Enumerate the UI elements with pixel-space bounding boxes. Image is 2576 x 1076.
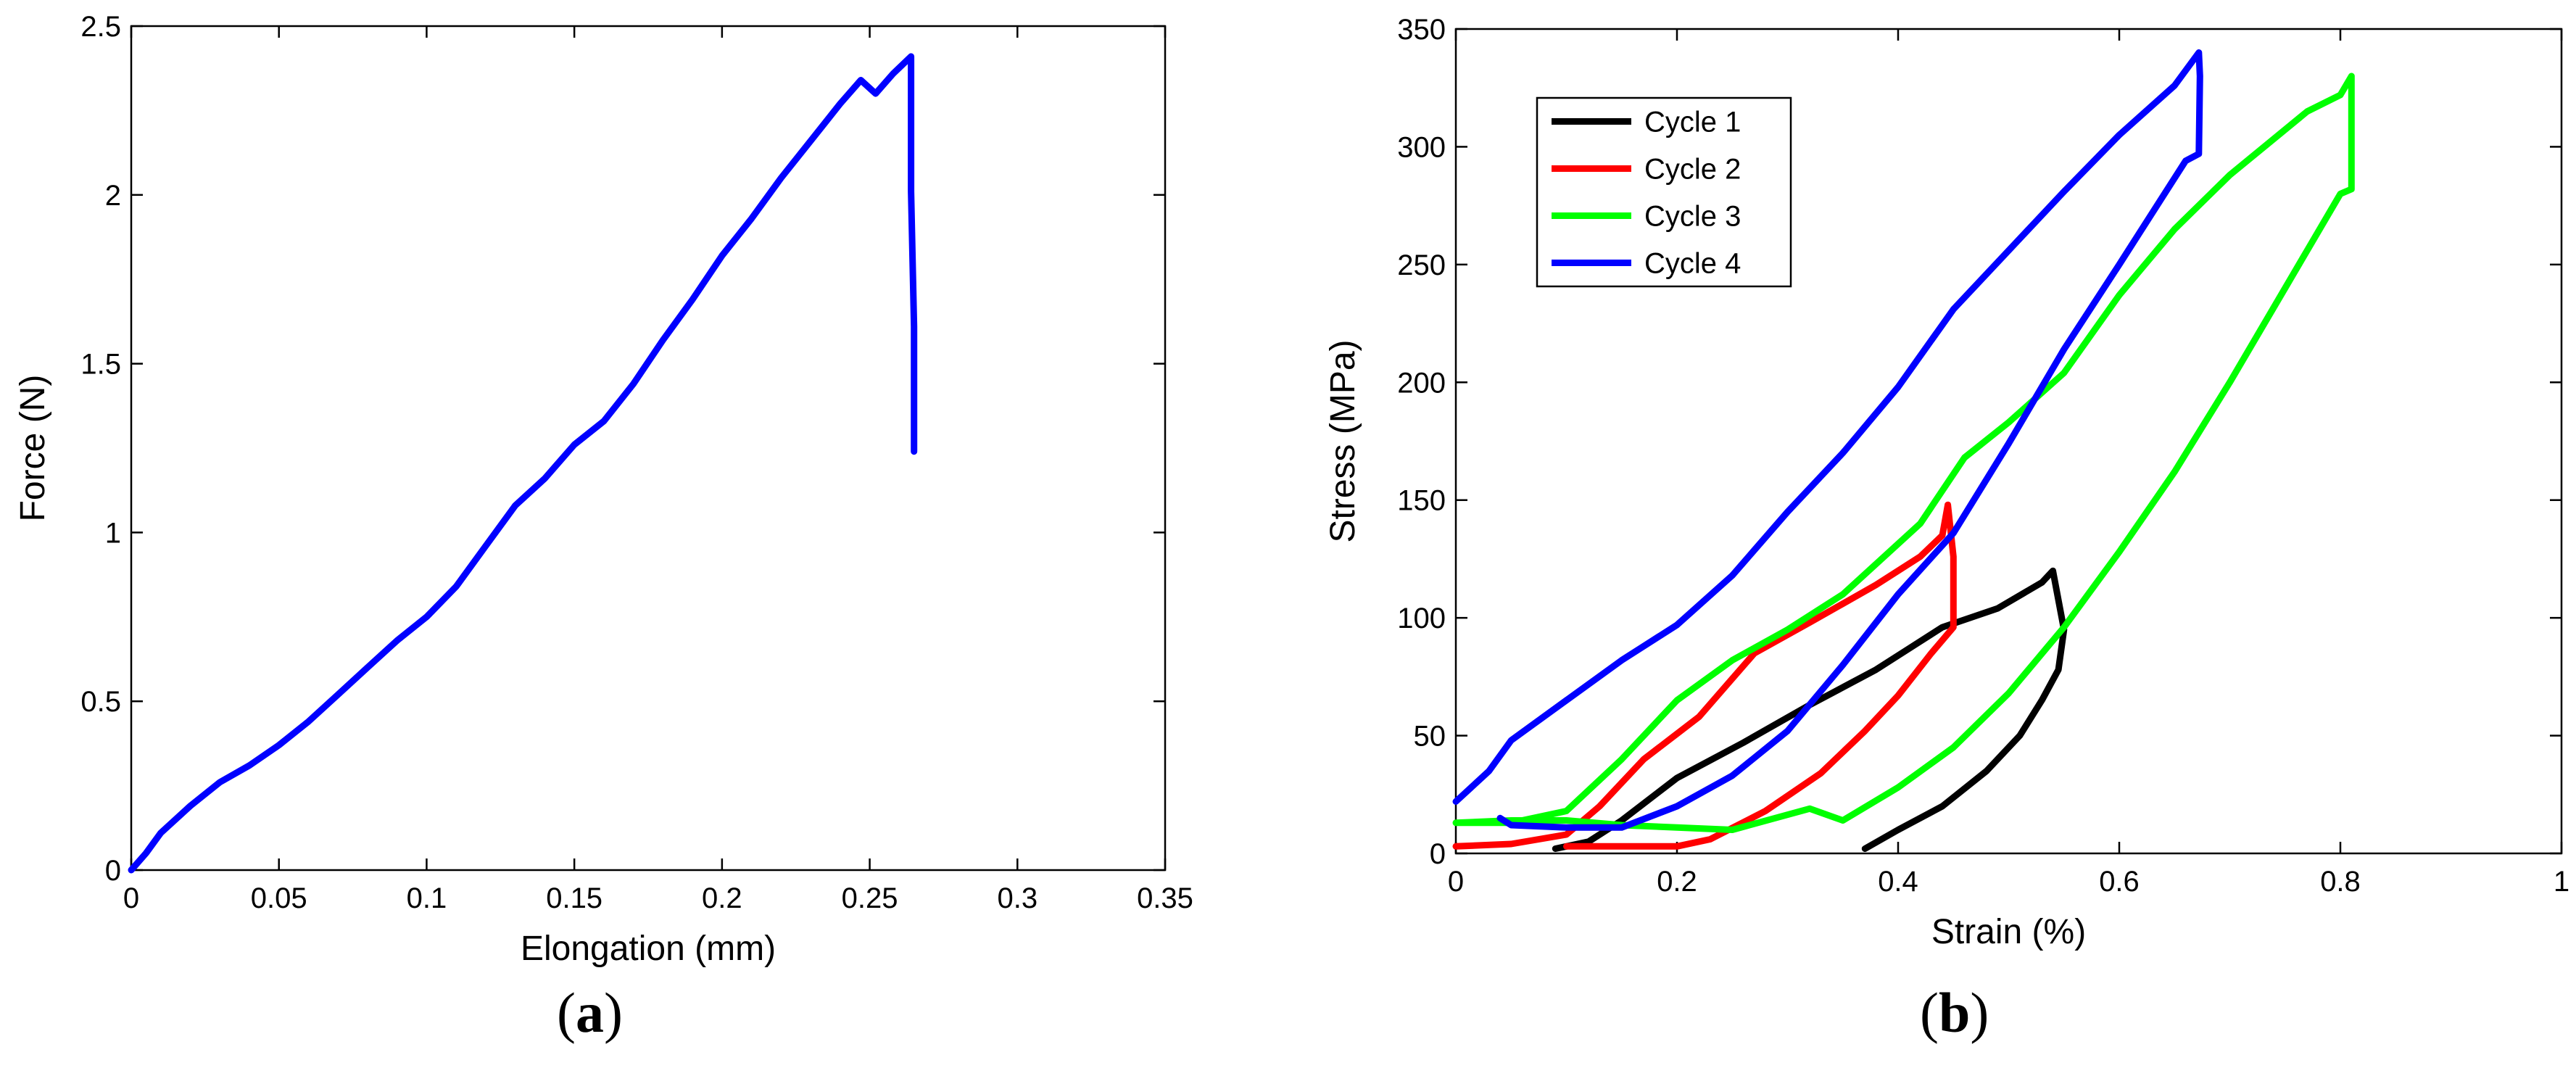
x-tick-label-a: 0.2 — [702, 882, 742, 914]
x-tick-label-b: 0.6 — [2099, 866, 2140, 898]
chart-a: 0 0.05 0.1 0.15 0.2 0.25 0.3 0.35 0 0.5 1 1.5 2 2.5 El… — [14, 11, 1193, 968]
panel-label-b: (b) — [1920, 981, 1989, 1044]
y-tick-label-b: 250 — [1397, 249, 1446, 281]
series-line-cycle-1 — [1552, 567, 2068, 852]
legend-label: Cycle 4 — [1644, 248, 1741, 280]
series-line-force — [128, 53, 918, 874]
x-tick-label-a: 0.1 — [407, 882, 447, 914]
x-tick-label-a: 0 — [123, 882, 139, 914]
y-tick-label-a: 2 — [105, 180, 121, 212]
y-tick-label-a: 1.5 — [80, 349, 121, 381]
x-tick-label-b: 0.4 — [1878, 866, 1918, 898]
y-tick-label-b: 200 — [1397, 367, 1446, 399]
chart-b: 0 0.2 0.4 0.6 0.8 1 0 50 100 150 200 250 300 350 Strai… — [1324, 14, 2569, 951]
legend-label: Cycle 2 — [1644, 154, 1741, 186]
y-tick-label-a: 0 — [105, 855, 121, 887]
legend-label: Cycle 3 — [1644, 201, 1741, 233]
series-line-cycle-4 — [1452, 49, 2203, 831]
y-tick-label-a: 2.5 — [80, 11, 121, 43]
y-tick-label-b: 100 — [1397, 603, 1446, 634]
panel-label-a: (a) — [557, 981, 623, 1044]
x-axis-label-b: Strain (%) — [1931, 913, 2086, 951]
y-tick-label-b: 350 — [1397, 14, 1446, 46]
y-tick-label-b: 0 — [1430, 838, 1446, 870]
x-tick-label-b: 0.2 — [1657, 866, 1697, 898]
x-axis-label-a: Elongation (mm) — [521, 930, 776, 968]
x-tick-label-b: 1 — [2554, 866, 2569, 898]
x-tick-label-a: 0.3 — [997, 882, 1038, 914]
series-line-cycle-3 — [1452, 73, 2355, 833]
series-line-cycle-2 — [1452, 501, 1957, 850]
legend-box — [1536, 96, 1792, 288]
legend: Cycle 1 Cycle 2 Cycle 3 Cycle 4 — [1536, 96, 1792, 288]
y-tick-label-b: 300 — [1397, 131, 1446, 163]
x-tick-label-a: 0.05 — [251, 882, 307, 914]
y-tick-label-a: 0.5 — [80, 686, 121, 718]
x-tick-label-b: 0.8 — [2320, 866, 2361, 898]
y-axis-label-b: Stress (MPa) — [1324, 339, 1362, 542]
y-tick-label-a: 1 — [105, 517, 121, 549]
legend-label: Cycle 1 — [1644, 107, 1741, 138]
x-tick-label-b: 0 — [1448, 866, 1464, 898]
x-tick-label-a: 0.25 — [842, 882, 898, 914]
x-tick-label-a: 0.35 — [1137, 882, 1193, 914]
y-axis-label-a: Force (N) — [14, 375, 52, 522]
y-tick-label-b: 150 — [1397, 485, 1446, 517]
x-tick-label-a: 0.15 — [546, 882, 602, 914]
y-tick-label-b: 50 — [1414, 721, 1446, 753]
axes-box-b — [1454, 28, 2563, 855]
axes-box-a — [130, 25, 1167, 872]
